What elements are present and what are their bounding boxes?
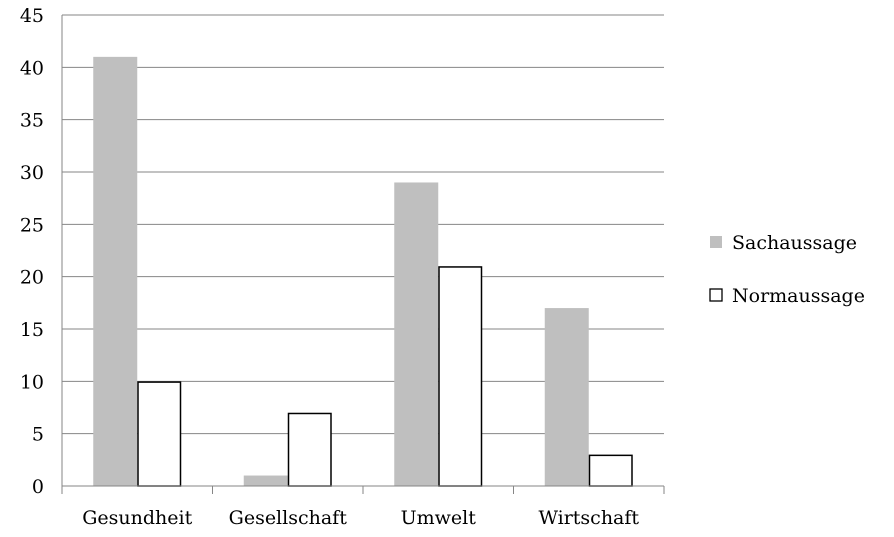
legend-label: Sachaussage: [732, 232, 857, 254]
bar-normaussage-gesundheit: [137, 381, 182, 487]
bars: [93, 56, 633, 487]
bar-normaussage-umwelt: [438, 266, 483, 487]
y-tick-label: 15: [20, 319, 44, 341]
legend-item: Normaussage: [709, 285, 865, 307]
legend-swatch: [710, 236, 722, 248]
bar-normaussage-gesellschaft: [287, 412, 332, 487]
axes: [61, 15, 665, 494]
bar-sachaussage-gesundheit: [93, 56, 138, 486]
legend-label: Normaussage: [732, 285, 865, 307]
y-tick-label: 5: [32, 424, 44, 446]
x-tick-label: Gesellschaft: [229, 507, 348, 529]
y-tick-label: 45: [20, 5, 44, 27]
y-tick-label: 40: [20, 57, 44, 79]
y-tick-label: 25: [20, 214, 44, 236]
bar-normaussage-wirtschaft: [588, 454, 633, 487]
legend-item: Sachaussage: [710, 232, 857, 254]
bar-sachaussage-wirtschaft: [544, 308, 589, 486]
tick-labels: 0 5 10 15 20 25 30 35 40 45 Gesundheit Gesellschaft…: [20, 5, 640, 529]
bar-sachaussage-umwelt: [394, 182, 439, 486]
bar-sachaussage-gesellschaft: [243, 475, 288, 486]
y-tick-label: 35: [20, 110, 44, 132]
gridlines: [62, 14, 664, 435]
x-tick-label: Wirtschaft: [538, 507, 639, 529]
y-tick-label: 10: [20, 371, 44, 393]
legend: Sachaussage Normaussage: [709, 232, 865, 307]
y-tick-label: 30: [20, 162, 44, 184]
y-tick-label: 0: [32, 476, 44, 498]
y-tick-label: 20: [20, 267, 44, 289]
x-tick-label: Gesundheit: [82, 507, 192, 529]
legend-swatch: [709, 288, 723, 302]
x-tick-label: Umwelt: [401, 507, 477, 529]
